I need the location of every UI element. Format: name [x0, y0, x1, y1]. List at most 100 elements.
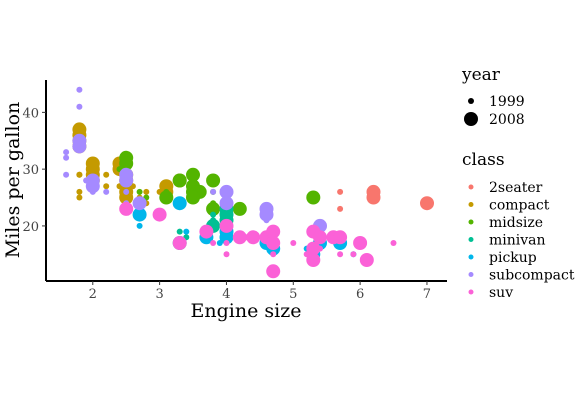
- data-point-2seater: [337, 205, 344, 212]
- data-point-midsize: [119, 156, 134, 171]
- color-legend-key-compact: [468, 202, 474, 207]
- data-point-suv: [172, 236, 187, 250]
- x-tick-label: 4: [222, 287, 230, 302]
- size-legend-items: 1999 2008: [464, 94, 525, 128]
- data-point-suv: [333, 230, 348, 245]
- data-point-suv: [119, 201, 134, 216]
- data-point-compact: [103, 183, 110, 190]
- data-point-compact: [76, 188, 83, 195]
- y-axis-title: Miles per gallon: [2, 102, 24, 259]
- data-point-midsize: [206, 173, 221, 188]
- data-point-suv: [223, 240, 230, 246]
- data-point-subcompact: [132, 196, 147, 211]
- data-point-pickup: [219, 230, 234, 245]
- data-point-midsize: [172, 173, 187, 188]
- size-legend: year 1999 2008: [461, 65, 525, 128]
- color-legend-label: 2seater: [489, 180, 543, 196]
- data-point-subcompact: [85, 179, 100, 194]
- y-tick-label: 40: [22, 106, 39, 121]
- data-point-compact: [103, 171, 110, 178]
- data-point-2seater: [420, 196, 434, 211]
- y-tick-label: 20: [22, 220, 39, 235]
- data-point-subcompact: [119, 173, 134, 188]
- points-layer: [63, 86, 434, 279]
- data-point-pickup: [183, 228, 190, 235]
- size-legend-key: [464, 112, 478, 126]
- data-point-compact: [119, 190, 134, 205]
- data-point-2seater: [366, 190, 381, 205]
- data-point-compact: [143, 188, 150, 195]
- data-point-subcompact: [72, 139, 87, 154]
- data-point-suv: [223, 251, 230, 258]
- data-point-pickup: [132, 207, 147, 222]
- data-point-suv: [232, 230, 247, 245]
- color-legend-label: midsize: [489, 215, 543, 231]
- x-tick-label: 5: [289, 287, 297, 302]
- data-point-subcompact: [63, 149, 70, 156]
- color-legend-key-minivan: [468, 237, 474, 242]
- color-legend-key-pickup: [468, 254, 474, 260]
- data-point-subcompact: [219, 196, 234, 211]
- data-point-subcompact: [63, 154, 70, 161]
- color-legend-label: pickup: [489, 250, 537, 266]
- color-legend-key-midsize: [468, 219, 474, 225]
- data-point-midsize: [186, 167, 200, 182]
- data-point-suv: [290, 240, 297, 246]
- data-point-suv: [266, 224, 281, 239]
- x-tick-label: 7: [423, 287, 431, 302]
- color-legend-label: compact: [489, 198, 550, 214]
- data-point-suv: [270, 251, 277, 258]
- data-point-midsize: [186, 190, 200, 205]
- color-legend-key-suv: [468, 289, 474, 295]
- size-legend-key: [468, 98, 474, 104]
- x-tick-label: 2: [89, 287, 97, 302]
- data-point-subcompact: [63, 171, 70, 178]
- data-point-subcompact: [259, 207, 274, 222]
- data-point-subcompact: [123, 188, 130, 195]
- color-legend-title: class: [462, 150, 505, 170]
- x-tick-label: 3: [155, 287, 163, 302]
- data-point-midsize: [206, 201, 221, 216]
- data-point-suv: [337, 251, 344, 258]
- data-point-suv: [152, 207, 167, 222]
- data-point-compact: [76, 194, 83, 201]
- x-tick-label: 6: [356, 287, 364, 302]
- data-point-suv: [390, 240, 397, 246]
- data-point-midsize: [136, 188, 143, 195]
- data-point-suv: [306, 241, 321, 256]
- data-point-subcompact: [103, 188, 110, 195]
- data-point-compact: [76, 171, 83, 178]
- data-point-subcompact: [210, 188, 217, 195]
- x-ticks: 2 3 4 5 6 7: [89, 281, 431, 302]
- size-legend-label: 1999: [489, 94, 525, 110]
- data-point-suv: [306, 253, 321, 267]
- data-point-subcompact: [76, 86, 83, 93]
- data-point-suv: [210, 240, 217, 246]
- data-point-2seater: [337, 188, 344, 195]
- data-point-suv: [246, 230, 261, 245]
- color-legend-label: suv: [489, 285, 513, 301]
- color-legend-label: minivan: [489, 233, 546, 249]
- data-point-midsize: [159, 190, 174, 205]
- data-point-midsize: [306, 190, 321, 205]
- y-ticks: 20 30 40: [22, 106, 46, 235]
- size-legend-title: year: [461, 65, 501, 85]
- color-legend-label: subcompact: [489, 268, 575, 284]
- data-point-suv: [313, 230, 327, 245]
- data-point-minivan: [210, 211, 217, 218]
- color-legend-key-subcompact: [468, 272, 474, 277]
- data-point-suv: [350, 251, 357, 258]
- data-point-subcompact: [219, 184, 234, 199]
- color-legend-key-2seater: [468, 184, 474, 190]
- data-point-suv: [359, 253, 374, 267]
- data-point-pickup: [172, 196, 187, 211]
- data-point-suv: [219, 218, 234, 233]
- data-point-suv: [266, 236, 281, 250]
- x-axis-title: Engine size: [191, 300, 302, 322]
- size-legend-label: 2008: [489, 112, 525, 128]
- data-point-minivan: [176, 228, 183, 235]
- data-point-suv: [353, 236, 368, 250]
